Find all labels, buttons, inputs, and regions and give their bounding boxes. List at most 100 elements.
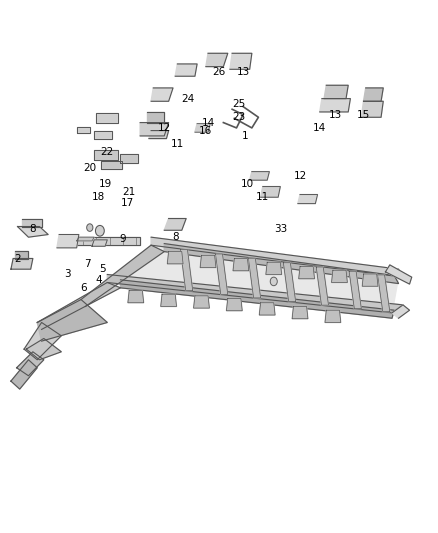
Polygon shape	[215, 254, 228, 294]
Polygon shape	[151, 88, 173, 101]
Text: 4: 4	[95, 275, 102, 285]
Polygon shape	[128, 290, 144, 303]
Text: 8: 8	[29, 224, 36, 234]
Polygon shape	[151, 237, 403, 277]
Text: 19: 19	[99, 179, 112, 189]
Text: 9: 9	[119, 234, 126, 244]
Polygon shape	[320, 99, 350, 112]
Polygon shape	[77, 127, 90, 133]
Circle shape	[95, 225, 104, 236]
Polygon shape	[37, 282, 120, 329]
Polygon shape	[195, 124, 210, 132]
Polygon shape	[292, 306, 308, 319]
Polygon shape	[378, 275, 390, 312]
Text: 25: 25	[232, 99, 245, 109]
Polygon shape	[15, 251, 28, 259]
Polygon shape	[259, 303, 275, 315]
Text: 16: 16	[199, 126, 212, 135]
Text: 11: 11	[256, 192, 269, 202]
Text: 13: 13	[328, 110, 342, 119]
Polygon shape	[233, 259, 249, 271]
Polygon shape	[299, 266, 314, 279]
Text: 8: 8	[172, 232, 179, 242]
Text: 12: 12	[293, 171, 307, 181]
Polygon shape	[298, 195, 318, 204]
Text: 21: 21	[123, 187, 136, 197]
Text: 14: 14	[201, 118, 215, 127]
Polygon shape	[11, 360, 37, 389]
Polygon shape	[385, 265, 412, 284]
Text: 13: 13	[237, 67, 250, 77]
Polygon shape	[194, 296, 209, 308]
Text: 20: 20	[83, 163, 96, 173]
Polygon shape	[261, 187, 280, 197]
Polygon shape	[96, 113, 118, 123]
Text: 14: 14	[313, 123, 326, 133]
Polygon shape	[26, 338, 61, 360]
Polygon shape	[362, 274, 378, 286]
Polygon shape	[107, 245, 399, 313]
Text: 10: 10	[241, 179, 254, 189]
Polygon shape	[167, 252, 183, 264]
Text: 3: 3	[64, 270, 71, 279]
Polygon shape	[364, 88, 383, 101]
Polygon shape	[349, 271, 361, 309]
Polygon shape	[200, 255, 216, 268]
Polygon shape	[325, 310, 341, 322]
Polygon shape	[92, 240, 107, 246]
Polygon shape	[77, 237, 94, 241]
Text: 7: 7	[84, 259, 91, 269]
Polygon shape	[11, 259, 33, 269]
Polygon shape	[226, 298, 242, 311]
Polygon shape	[283, 263, 296, 302]
Text: 15: 15	[357, 110, 370, 119]
Polygon shape	[24, 322, 61, 360]
Polygon shape	[94, 150, 118, 160]
Polygon shape	[107, 274, 403, 313]
Polygon shape	[175, 64, 197, 76]
Polygon shape	[316, 267, 328, 305]
Polygon shape	[164, 244, 399, 284]
Text: 6: 6	[80, 283, 87, 293]
Polygon shape	[324, 85, 348, 99]
Polygon shape	[180, 249, 193, 290]
Polygon shape	[250, 172, 269, 180]
Text: 17: 17	[120, 198, 134, 207]
Polygon shape	[94, 131, 112, 139]
Polygon shape	[120, 280, 394, 318]
Polygon shape	[74, 237, 140, 245]
Text: 2: 2	[14, 254, 21, 263]
Polygon shape	[161, 294, 177, 306]
Text: 26: 26	[212, 67, 226, 77]
Polygon shape	[392, 305, 410, 318]
Polygon shape	[18, 227, 48, 237]
Text: 5: 5	[99, 264, 106, 274]
Polygon shape	[164, 219, 186, 230]
Polygon shape	[230, 53, 252, 69]
Polygon shape	[361, 101, 383, 117]
Text: 1: 1	[242, 131, 249, 141]
Text: 18: 18	[92, 192, 105, 202]
Circle shape	[270, 277, 277, 286]
Polygon shape	[147, 112, 164, 123]
Circle shape	[87, 224, 93, 231]
Polygon shape	[37, 300, 107, 341]
Text: 23: 23	[232, 112, 245, 122]
Polygon shape	[149, 131, 169, 139]
Text: 24: 24	[182, 94, 195, 103]
Text: 33: 33	[274, 224, 287, 234]
Polygon shape	[81, 245, 164, 306]
Text: 11: 11	[171, 139, 184, 149]
Polygon shape	[206, 53, 228, 67]
Polygon shape	[57, 235, 79, 248]
Polygon shape	[120, 154, 138, 163]
Polygon shape	[22, 219, 42, 227]
Polygon shape	[101, 161, 122, 169]
Polygon shape	[248, 258, 261, 298]
Polygon shape	[332, 270, 347, 282]
Text: 22: 22	[101, 147, 114, 157]
Polygon shape	[17, 352, 44, 376]
Text: 12: 12	[158, 123, 171, 133]
Polygon shape	[266, 262, 282, 274]
Polygon shape	[140, 123, 169, 136]
